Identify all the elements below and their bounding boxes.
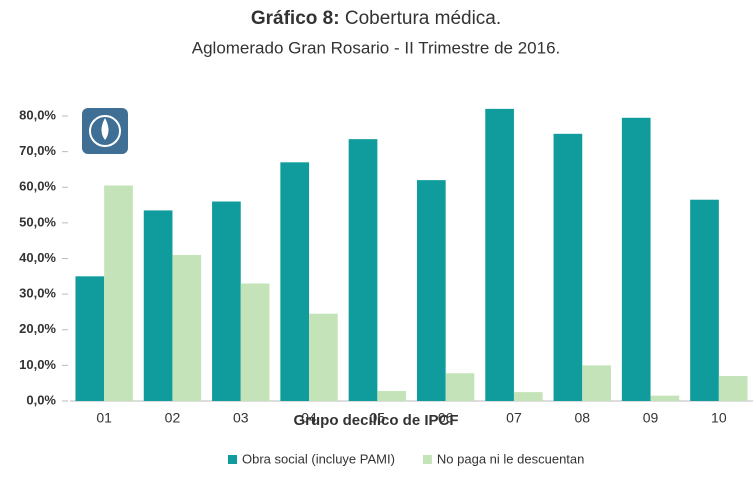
x-axis-label: Grupo decílico de IPCF (293, 412, 458, 429)
bar (650, 395, 680, 401)
x-tick-label: 06 (438, 410, 454, 426)
y-tick-label: 10,0% (19, 357, 56, 372)
y-tick-label: 70,0% (19, 143, 56, 158)
legend-swatch (422, 455, 432, 464)
x-tick-label: 02 (165, 410, 181, 426)
y-tick-label: 80,0% (19, 107, 56, 122)
y-tick-label: 30,0% (19, 286, 56, 301)
bar (485, 108, 514, 401)
bar (172, 254, 202, 401)
bar (377, 391, 407, 401)
x-tick-label: 01 (96, 410, 112, 426)
bar (280, 162, 310, 401)
title-text: Cobertura médica. (345, 8, 501, 29)
bar (348, 139, 378, 401)
bar (718, 376, 748, 401)
title-prefix: Gráfico 8: (251, 8, 340, 29)
bar (240, 283, 270, 401)
chart-subtitle: Aglomerado Gran Rosario - II Trimestre d… (192, 38, 561, 57)
bar (75, 276, 105, 401)
bar (212, 201, 241, 401)
bar (104, 185, 133, 401)
x-tick-label: 10 (711, 410, 727, 426)
x-tick-label: 04 (301, 410, 317, 426)
bar (445, 373, 475, 401)
y-tick-label: 40,0% (19, 250, 56, 265)
legend-label: No paga ni le descuentan (437, 451, 584, 466)
x-tick-label: 03 (233, 410, 249, 426)
x-tick-label: 05 (370, 410, 386, 426)
y-tick-label: 0,0% (26, 392, 56, 407)
chart-title: Gráfico 8: Cobertura médica. (251, 8, 501, 29)
x-tick-label: 08 (574, 410, 590, 426)
bar (621, 117, 651, 401)
bar (309, 313, 338, 401)
legend-swatch (228, 455, 237, 464)
y-tick-label: 60,0% (19, 179, 56, 194)
bar (553, 133, 583, 401)
x-tick-label: 07 (506, 410, 522, 426)
x-tick-label: 09 (643, 410, 659, 426)
y-tick-label: 50,0% (19, 214, 56, 229)
y-tick-label: 20,0% (19, 321, 56, 336)
bar (582, 365, 611, 401)
bar (143, 210, 173, 401)
legend-label: Obra social (incluye PAMI) (242, 451, 395, 466)
bar (513, 392, 543, 401)
bar (416, 180, 446, 401)
logo (82, 108, 128, 154)
bar (690, 199, 719, 401)
